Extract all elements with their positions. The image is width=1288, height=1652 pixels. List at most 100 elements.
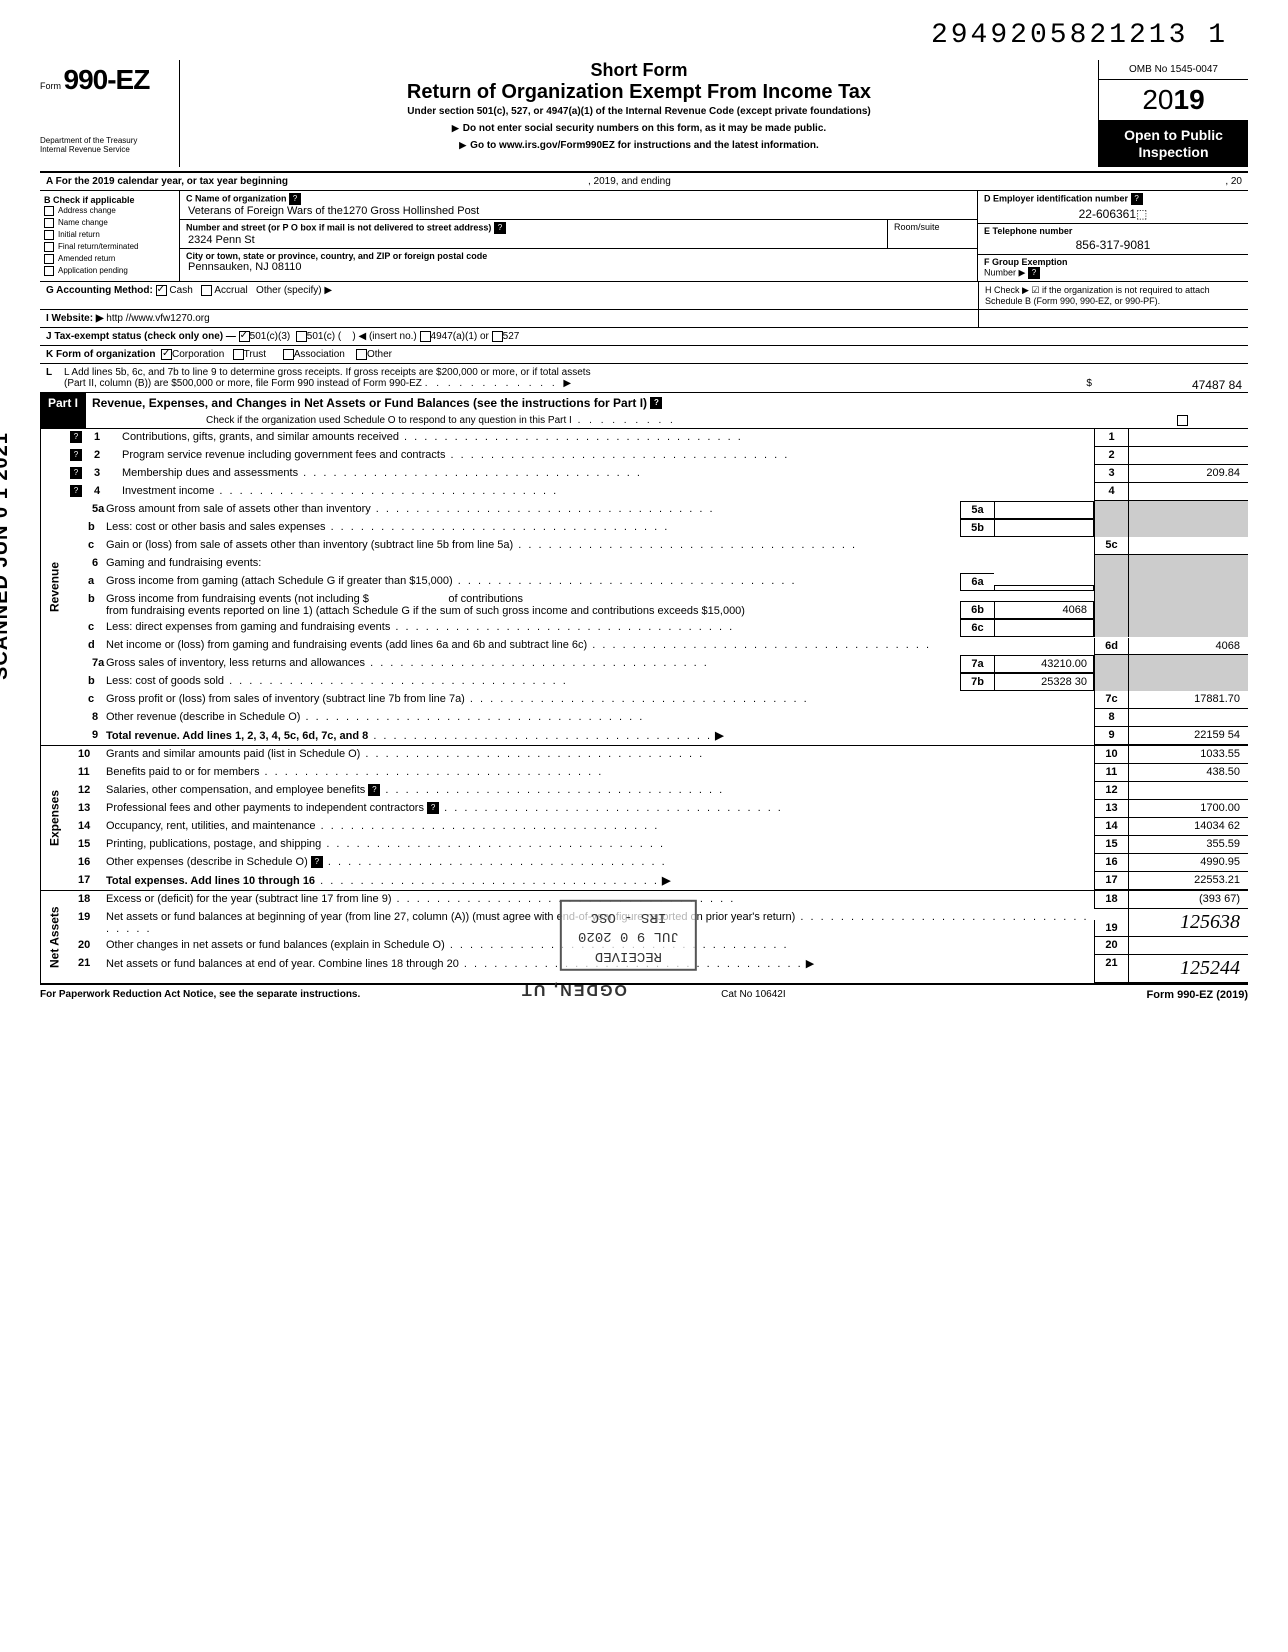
checkbox-other[interactable] xyxy=(356,349,367,360)
g-accrual: Accrual xyxy=(214,285,247,296)
line6b-midnum: 6b xyxy=(960,601,994,619)
line19-rval: 125638 xyxy=(1128,909,1248,937)
line-a: A For the 2019 calendar year, or tax yea… xyxy=(40,173,1248,191)
org-address: 2324 Penn St xyxy=(186,234,881,246)
side-revenue: Revenue xyxy=(40,429,68,745)
l-text1: L Add lines 5b, 6c, and 7b to line 9 to … xyxy=(64,367,591,378)
form-header: Form 990-EZ Department of the Treasury I… xyxy=(40,60,1248,173)
line13-desc: Professional fees and other payments to … xyxy=(106,802,424,814)
help-icon[interactable] xyxy=(289,193,301,205)
line3-rval: 209.84 xyxy=(1128,465,1248,483)
row-g: G Accounting Method: Cash Accrual Other … xyxy=(40,282,1248,310)
line4-desc: Investment income xyxy=(122,485,214,497)
checkbox-address-change[interactable] xyxy=(44,206,54,216)
line7a-midnum: 7a xyxy=(960,655,994,673)
line11-desc: Benefits paid to or for members xyxy=(106,766,259,778)
k-trust: Trust xyxy=(244,349,266,360)
line5b-midnum: 5b xyxy=(960,519,994,537)
line13-rnum: 13 xyxy=(1094,800,1128,818)
line9-rval: 22159 54 xyxy=(1128,727,1248,745)
line15-rnum: 15 xyxy=(1094,836,1128,854)
line14-rval: 14034 62 xyxy=(1128,818,1248,836)
b-app-pending: Application pending xyxy=(58,266,128,275)
line16-rval: 4990.95 xyxy=(1128,854,1248,872)
line7c-desc: Gross profit or (loss) from sales of inv… xyxy=(106,693,465,705)
g-label: G Accounting Method: xyxy=(46,285,153,296)
checkbox-501c3[interactable] xyxy=(239,331,250,342)
column-b: B Check if applicable Address change Nam… xyxy=(40,191,180,281)
line3-rnum: 3 xyxy=(1094,465,1128,483)
room-suite-label: Room/suite xyxy=(887,220,977,248)
checkbox-schedule-o[interactable] xyxy=(1177,415,1188,426)
form-label: Form xyxy=(40,81,61,91)
line18-rnum: 18 xyxy=(1094,891,1128,909)
help-icon[interactable] xyxy=(1131,193,1143,205)
line17-rnum: 17 xyxy=(1094,872,1128,890)
help-icon[interactable] xyxy=(494,222,506,234)
org-city: Pennsauken, NJ 08110 xyxy=(186,261,971,273)
help-icon[interactable] xyxy=(70,449,82,461)
line9-desc: Total revenue. Add lines 1, 2, 3, 4, 5c,… xyxy=(106,730,368,742)
line-a-begin: A For the 2019 calendar year, or tax yea… xyxy=(46,176,288,187)
title-short-form: Short Form xyxy=(190,60,1088,81)
b-address-change: Address change xyxy=(58,206,116,215)
ein: 22-606361⬚ xyxy=(984,205,1242,221)
line1-rval xyxy=(1128,429,1248,447)
b-initial-return: Initial return xyxy=(58,230,100,239)
f-label2: Number ▶ xyxy=(984,267,1025,277)
line7b-midval: 25328 30 xyxy=(994,673,1094,691)
checkbox-name-change[interactable] xyxy=(44,218,54,228)
year-suffix: 19 xyxy=(1174,84,1205,115)
part1-header: Part I xyxy=(40,393,86,428)
line20-desc: Other changes in net assets or fund bala… xyxy=(106,939,445,951)
checkbox-app-pending[interactable] xyxy=(44,266,54,276)
footer-form: Form 990-EZ (2019) xyxy=(1147,989,1248,1001)
help-icon[interactable] xyxy=(1028,267,1040,279)
line10-desc: Grants and similar amounts paid (list in… xyxy=(106,748,360,760)
checkbox-corp[interactable] xyxy=(161,349,172,360)
help-icon[interactable] xyxy=(70,485,82,497)
checkbox-501c[interactable] xyxy=(296,331,307,342)
line6b-midval: 4068 xyxy=(994,601,1094,619)
open-to-public: Open to Public Inspection xyxy=(1099,121,1248,167)
checkbox-527[interactable] xyxy=(492,331,503,342)
j-label: J Tax-exempt status (check only one) — xyxy=(46,331,236,342)
line20-rnum: 20 xyxy=(1094,937,1128,955)
help-icon[interactable] xyxy=(70,431,82,443)
footer-catno: Cat No 10642I xyxy=(360,989,1146,1001)
checkbox-assoc[interactable] xyxy=(283,349,294,360)
scanned-stamp: SCANNED JUN 0 1 2021 xyxy=(0,432,13,680)
b-name-change: Name change xyxy=(58,218,108,227)
line18-desc: Excess or (deficit) for the year (subtra… xyxy=(106,893,392,905)
checkbox-final-return[interactable] xyxy=(44,242,54,252)
line19-rnum: 19 xyxy=(1094,920,1128,937)
help-icon[interactable] xyxy=(650,397,662,409)
help-icon[interactable] xyxy=(70,467,82,479)
help-icon[interactable] xyxy=(427,802,439,814)
checkbox-cash[interactable] xyxy=(156,285,167,296)
line1-rnum: 1 xyxy=(1094,429,1128,447)
received-stamp: RECEIVED JUL 9 0 2020 IRS - OSC xyxy=(560,900,697,971)
line6b-desc2: from fundraising events reported on line… xyxy=(106,605,745,617)
line11-rval: 438.50 xyxy=(1128,764,1248,782)
line8-rval xyxy=(1128,709,1248,727)
line6b-pre: Gross income from fundraising events (no… xyxy=(106,593,369,605)
line6d-rnum: 6d xyxy=(1094,638,1128,655)
help-icon[interactable] xyxy=(368,784,380,796)
line7b-midnum: 7b xyxy=(960,673,994,691)
row-i: I Website: ▶ http //www.vfw1270.org xyxy=(40,310,1248,328)
line5c-rval xyxy=(1128,537,1248,555)
help-icon[interactable] xyxy=(311,856,323,868)
checkbox-accrual[interactable] xyxy=(201,285,212,296)
checkbox-4947[interactable] xyxy=(420,331,431,342)
column-c: C Name of organization Veterans of Forei… xyxy=(180,191,978,281)
expenses-section: Expenses 10Grants and similar amounts pa… xyxy=(40,746,1248,891)
l-value: 47487 84 xyxy=(1192,378,1242,392)
line6c-midnum: 6c xyxy=(960,619,994,637)
checkbox-initial-return[interactable] xyxy=(44,230,54,240)
line2-desc: Program service revenue including govern… xyxy=(122,449,445,461)
checkbox-amended[interactable] xyxy=(44,254,54,264)
checkbox-trust[interactable] xyxy=(233,349,244,360)
line16-desc: Other expenses (describe in Schedule O) xyxy=(106,856,308,868)
h-continued xyxy=(978,310,1248,327)
